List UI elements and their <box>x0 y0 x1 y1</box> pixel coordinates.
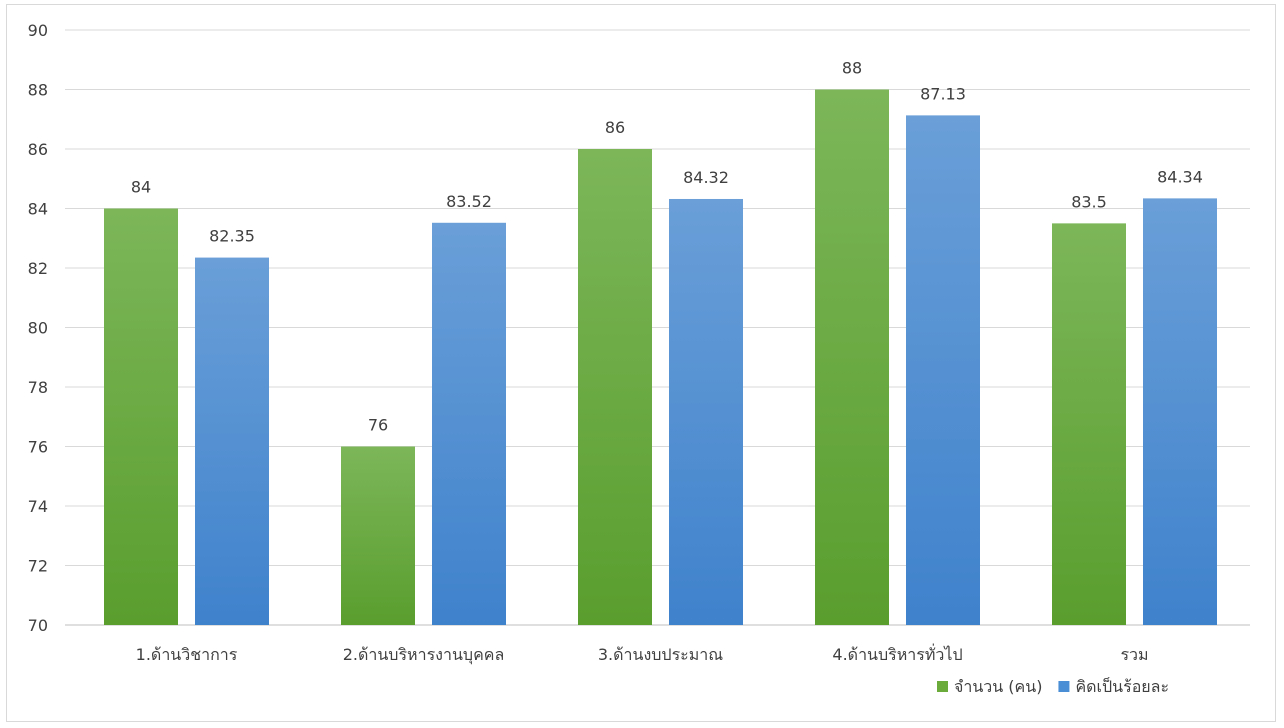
x-tick-label: 2.ด้านบริหารงานบุคคล <box>343 645 505 665</box>
data-labels: 84 82.35 76 83.52 86 84.32 88 87.13 83.5 84.34 <box>131 59 1203 435</box>
y-tick-label: 74 <box>28 497 48 516</box>
bar-percent <box>669 198 743 626</box>
x-tick-label: 4.ด้านบริหารทั่วไป <box>832 643 962 664</box>
y-tick-label: 86 <box>28 140 48 159</box>
bar-percent <box>1143 198 1217 625</box>
legend-label: คิดเป็นร้อยละ <box>1075 676 1169 696</box>
bar-count <box>1052 223 1126 625</box>
y-tick-label: 78 <box>28 378 48 397</box>
legend: จำนวน (คน) คิดเป็นร้อยละ <box>937 676 1169 696</box>
bar-percent <box>906 115 980 625</box>
bar-count <box>578 149 652 625</box>
data-label: 87.13 <box>920 84 966 103</box>
x-axis: 1.ด้านวิชาการ 2.ด้านบริหารงานบุคคล 3.ด้านง… <box>136 643 1149 665</box>
y-tick-label: 84 <box>28 200 48 219</box>
bar-count <box>104 208 178 625</box>
legend-swatch <box>937 681 948 692</box>
x-tick-label: 1.ด้านวิชาการ <box>136 645 238 664</box>
y-tick-label: 80 <box>28 319 48 338</box>
bar-percent <box>432 222 506 625</box>
bars <box>104 89 1217 626</box>
data-label: 82.35 <box>209 227 255 246</box>
x-tick-label: รวม <box>1120 645 1148 664</box>
y-tick-label: 72 <box>28 557 48 576</box>
data-label: 88 <box>842 59 862 78</box>
bar-percent <box>195 257 269 625</box>
y-tick-label: 90 <box>28 21 48 40</box>
legend-label: จำนวน (คน) <box>954 677 1042 696</box>
bar-count <box>341 446 415 625</box>
legend-swatch <box>1058 681 1070 692</box>
data-label: 84.32 <box>683 168 729 187</box>
data-label: 84 <box>131 178 151 197</box>
data-label: 83.52 <box>446 192 492 211</box>
data-label: 76 <box>368 416 388 435</box>
y-tick-label: 70 <box>28 616 48 635</box>
y-tick-label: 82 <box>28 259 48 278</box>
bar-count <box>815 89 889 625</box>
y-tick-label: 76 <box>28 438 48 457</box>
y-axis: 70 72 74 76 78 80 82 84 86 88 90 <box>28 21 48 635</box>
data-label: 84.34 <box>1157 167 1203 186</box>
y-tick-label: 88 <box>28 81 48 100</box>
data-label: 86 <box>605 118 625 137</box>
x-tick-label: 3.ด้านงบประมาณ <box>598 645 723 664</box>
data-label: 83.5 <box>1071 192 1107 211</box>
